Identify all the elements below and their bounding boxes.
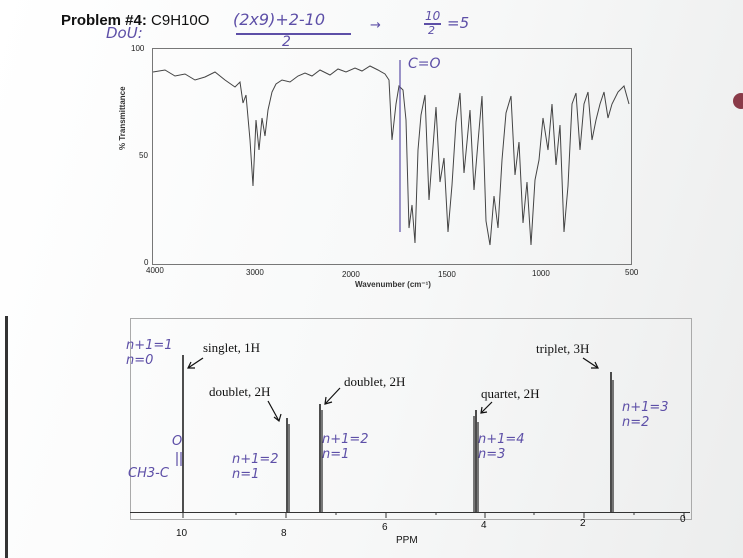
peak-label-quartet: quartet, 2H [481,386,540,401]
problem-formula: C9H10O [151,12,210,29]
nmr-baseline [130,512,690,513]
ir-y-tick: 0 [144,258,149,267]
annotation-doublet-1: n+1=2 n=1 [232,452,279,482]
nmr-tick-label: 2 [580,518,586,529]
ir-y-tick: 100 [131,44,145,53]
ir-trace [152,65,630,246]
nmr-tick-label: 8 [281,528,287,539]
ir-x-tick: 2000 [342,270,360,279]
dou-note: DoU: [106,24,143,42]
dou-two: 2 [428,24,435,37]
ir-x-tick: 1500 [438,270,456,279]
ir-x-tick: 1000 [532,269,550,278]
nmr-tick-label: 0 [680,514,686,525]
peak-label-triplet: triplet, 3H [536,341,590,356]
annotation-doublet-2: n+1=2 n=1 [322,432,369,462]
ir-x-tick: 4000 [146,266,164,275]
annotation-singlet: n+1=1 n=0 [126,338,173,368]
annotation-triplet: n+1=3 n=2 [622,400,669,430]
dou-fraction-bar [236,33,351,35]
peak-label-doublet-2: doublet, 2H [344,374,406,389]
problem-title: Problem #4: C9H10O [61,12,209,29]
peak-label-singlet: singlet, 1H [203,340,261,355]
ir-x-tick: 3000 [246,268,264,277]
nmr-tick-label: 10 [176,528,188,539]
dou-equation-denominator: 2 [282,34,291,50]
ir-x-tick: 500 [625,268,639,277]
dou-ten: 10 [425,9,441,23]
annotation-quartet: n+1=4 n=3 [478,432,525,462]
nmr-tick-label: 6 [382,522,388,533]
arrow-icon: → [370,18,381,33]
dou-result: =5 [447,14,470,32]
nmr-spectrum-frame [130,318,692,520]
annotation-ch3c: CH3-C [128,466,169,481]
dou-ten-bar [424,23,441,25]
nmr-tick-label: 4 [481,520,487,531]
nmr-x-axis-label: PPM [396,535,418,546]
ir-y-tick: 50 [139,151,148,160]
ir-x-axis-label: Wavenumber (cm⁻¹) [355,280,431,289]
peak-label-doublet-1: doublet, 2H [209,384,271,399]
problem-label: Problem #4: [61,12,147,29]
annotation-oxygen: O [172,434,183,449]
carbonyl-note: C=O [408,56,441,72]
desk-edge [5,316,8,558]
dou-equation-numerator: (2x9)+2-10 [233,10,326,29]
ir-spectrum-frame [152,48,632,265]
red-dot-decoration [733,93,743,109]
